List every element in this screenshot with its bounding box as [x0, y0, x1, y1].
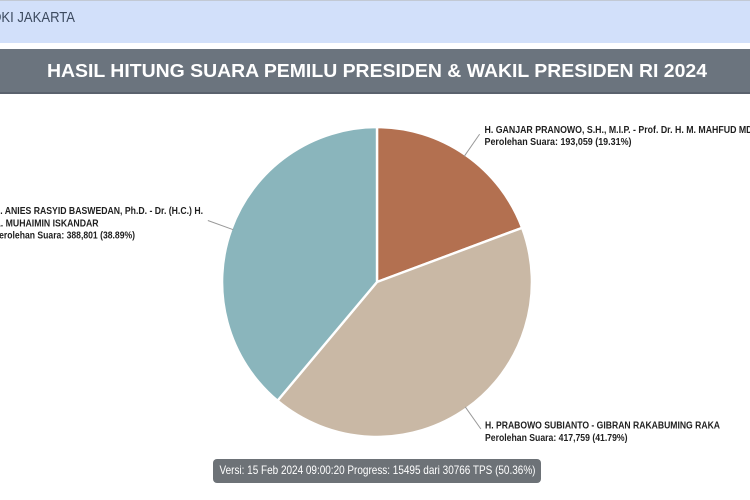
svg-text:A. MUHAIMIN ISKANDAR: A. MUHAIMIN ISKANDAR — [0, 218, 99, 229]
svg-text:DKI JAKARTA: DKI JAKARTA — [0, 9, 75, 26]
svg-text:H. PRABOWO SUBIANTO - GIBRAN R: H. PRABOWO SUBIANTO - GIBRAN RAKABUMING … — [485, 421, 721, 432]
svg-text:H. ANIES RASYID BASWEDAN, Ph.D: H. ANIES RASYID BASWEDAN, Ph.D. - Dr. (H… — [0, 206, 203, 217]
svg-text:HASIL HITUNG SUARA PEMILU PRES: HASIL HITUNG SUARA PEMILU PRESIDEN & WAK… — [47, 61, 708, 81]
svg-text:Perolehan Suara: 193,059 (19.3: Perolehan Suara: 193,059 (19.31%) — [485, 137, 632, 148]
svg-text:Perolehan Suara: 417,759 (41.7: Perolehan Suara: 417,759 (41.79%) — [485, 433, 628, 444]
svg-text:Perolehan Suara: 388,801 (38.8: Perolehan Suara: 388,801 (38.89%) — [0, 231, 135, 242]
svg-text:H. GANJAR PRANOWO, S.H., M.I.P: H. GANJAR PRANOWO, S.H., M.I.P. - Prof. … — [485, 125, 750, 136]
svg-text:Versi: 15 Feb 2024 09:00:20 Pr: Versi: 15 Feb 2024 09:00:20 Progress: 15… — [220, 463, 536, 477]
